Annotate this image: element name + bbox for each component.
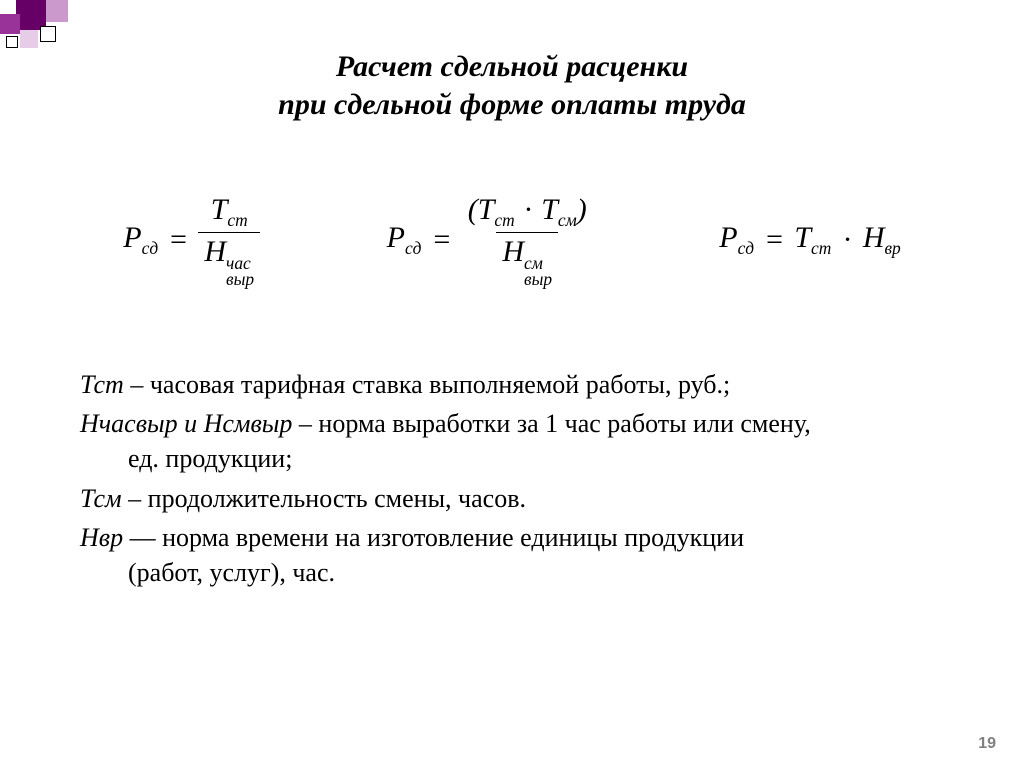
def-tst: Тст – часовая тарифная ставка выполняемо… — [80, 367, 944, 402]
formulas-row: Рсд = Тст Нчасвыр Рсд = (Тст · Тсм) Нсмв… — [0, 123, 1024, 287]
slide-title: Расчет сдельной расценки при сдельной фо… — [0, 0, 1024, 123]
title-line2: при сдельной форме оплаты труда — [0, 86, 1024, 124]
def-nvr: Нвр — норма времени на изготовление един… — [80, 520, 944, 590]
title-line1: Расчет сдельной расценки — [0, 48, 1024, 86]
formula-2: Рсд = (Тст · Тсм) Нсмвыр — [387, 193, 593, 287]
definitions: Тст – часовая тарифная ставка выполняемо… — [0, 287, 1024, 590]
def-nvyr: Нчасвыр и Нсмвыр – норма выработки за 1 … — [80, 406, 944, 476]
page-number: 19 — [978, 735, 996, 753]
formula-3: Рсд = Тст · Нвр — [719, 221, 901, 259]
def-tsm: Тсм – продолжительность смены, часов. — [80, 481, 944, 516]
formula-1: Рсд = Тст Нчасвыр — [123, 193, 260, 287]
